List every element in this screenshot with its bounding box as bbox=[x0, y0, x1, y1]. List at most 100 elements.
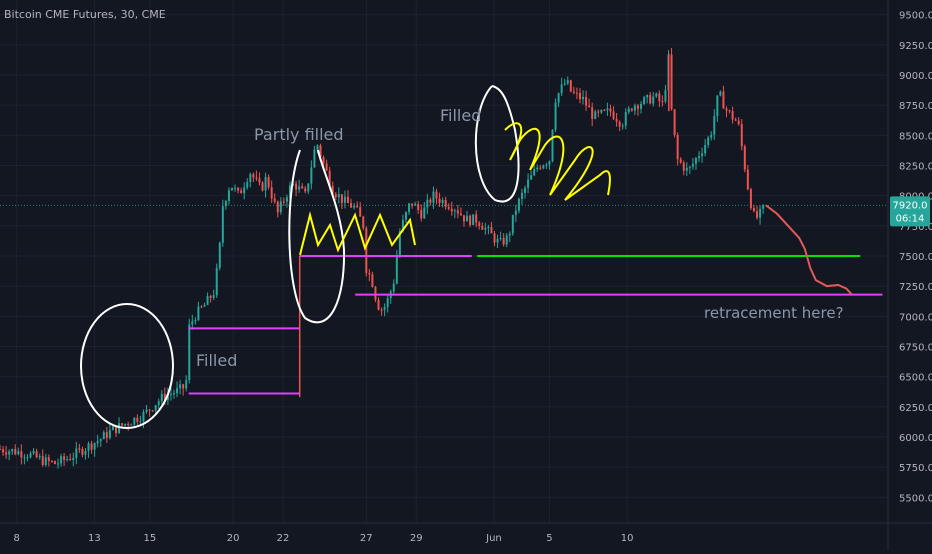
candle-body bbox=[258, 178, 261, 183]
candle-body bbox=[560, 84, 563, 94]
candle-body bbox=[713, 115, 716, 135]
candle-body bbox=[136, 417, 139, 422]
annotation-partly-filled: Partly filled bbox=[254, 125, 344, 144]
y-tick-label: 7750.0 bbox=[899, 222, 932, 233]
candle-body bbox=[133, 417, 136, 425]
candle-body bbox=[459, 213, 462, 216]
projection-line bbox=[765, 204, 853, 296]
candle-body bbox=[435, 191, 438, 199]
candle-body bbox=[371, 274, 374, 288]
y-tick-label: 6500.0 bbox=[899, 373, 932, 384]
candles bbox=[0, 47, 765, 469]
y-tick-label: 8500.0 bbox=[899, 131, 932, 142]
candle-body bbox=[301, 186, 304, 189]
candle-body bbox=[221, 206, 224, 243]
candle-body bbox=[316, 145, 319, 150]
candle-body bbox=[78, 448, 81, 450]
candle-body bbox=[438, 198, 441, 203]
candle-body bbox=[142, 411, 145, 422]
candle-body bbox=[63, 456, 66, 460]
candle-body bbox=[432, 191, 435, 203]
grid bbox=[0, 0, 888, 523]
candle-body bbox=[130, 424, 133, 426]
candle-body bbox=[374, 287, 377, 300]
candle-body bbox=[84, 450, 87, 455]
candle-body bbox=[386, 298, 389, 308]
candle-body bbox=[11, 449, 14, 452]
candle-body bbox=[38, 456, 41, 458]
candle-body bbox=[762, 205, 765, 209]
candle-body bbox=[752, 208, 755, 212]
candle-body bbox=[707, 137, 710, 145]
candle-body bbox=[111, 426, 114, 431]
candle-body bbox=[0, 449, 1, 451]
candle-body bbox=[630, 108, 633, 111]
candle-body bbox=[685, 167, 688, 171]
candle-body bbox=[334, 194, 337, 198]
candle-body bbox=[56, 463, 59, 465]
candle-body bbox=[484, 227, 487, 230]
candle-body bbox=[426, 199, 429, 208]
candle-body bbox=[496, 239, 499, 243]
candle-body bbox=[285, 197, 288, 202]
candle-body bbox=[469, 215, 472, 226]
candle-body bbox=[179, 384, 182, 389]
candle-body bbox=[716, 95, 719, 116]
candle-body bbox=[121, 423, 124, 426]
candle-body bbox=[182, 384, 185, 389]
candle-body bbox=[227, 190, 230, 201]
price-tag-value: 7920.0 bbox=[893, 200, 928, 211]
candle-body bbox=[493, 233, 496, 243]
candle-body bbox=[203, 304, 206, 307]
y-tick-label: 9000.0 bbox=[899, 71, 932, 82]
candle-body bbox=[212, 295, 215, 298]
candle-body bbox=[472, 214, 475, 226]
price-tag-countdown: 06:14 bbox=[896, 213, 925, 224]
candle-body bbox=[423, 207, 426, 219]
candle-body bbox=[5, 452, 8, 455]
candle-body bbox=[69, 459, 72, 461]
candle-body bbox=[615, 118, 618, 122]
candle-body bbox=[578, 92, 581, 100]
candle-body bbox=[395, 256, 398, 284]
candle-body bbox=[234, 187, 237, 189]
y-tick-label: 8250.0 bbox=[899, 162, 932, 173]
y-tick-label: 9250.0 bbox=[899, 41, 932, 52]
chart-title: Bitcoin CME Futures, 30, CME bbox=[4, 8, 166, 21]
y-tick-label: 5500.0 bbox=[899, 493, 932, 504]
candle-body bbox=[612, 111, 615, 119]
candle-body bbox=[279, 201, 282, 213]
candle-body bbox=[139, 421, 142, 423]
candle-body bbox=[53, 461, 56, 464]
candle-body bbox=[429, 199, 432, 203]
candle-body bbox=[566, 80, 569, 84]
candle-body bbox=[417, 204, 420, 210]
candle-body bbox=[368, 272, 371, 275]
candle-body bbox=[731, 111, 734, 120]
candle-body bbox=[609, 108, 612, 112]
candle-body bbox=[99, 439, 102, 442]
candle-body bbox=[585, 96, 588, 106]
candle-body bbox=[44, 457, 47, 465]
candle-body bbox=[26, 457, 29, 459]
candle-body bbox=[87, 443, 90, 451]
candle-body bbox=[377, 299, 380, 310]
candle-body bbox=[606, 108, 609, 111]
circle-annotation-top bbox=[474, 85, 520, 203]
candle-body bbox=[75, 448, 78, 459]
candle-body bbox=[310, 167, 313, 184]
scribble-top bbox=[504, 122, 611, 201]
candle-body bbox=[719, 91, 722, 96]
candle-body bbox=[530, 175, 533, 180]
candle-body bbox=[557, 93, 560, 103]
candle-body bbox=[350, 203, 353, 208]
candle-body bbox=[572, 91, 575, 93]
candle-body bbox=[328, 170, 331, 187]
candle-body bbox=[652, 96, 655, 104]
candle-body bbox=[466, 215, 469, 222]
y-tick-label: 6750.0 bbox=[899, 343, 932, 354]
candle-body bbox=[411, 203, 414, 206]
x-tick-label: 22 bbox=[277, 533, 290, 544]
